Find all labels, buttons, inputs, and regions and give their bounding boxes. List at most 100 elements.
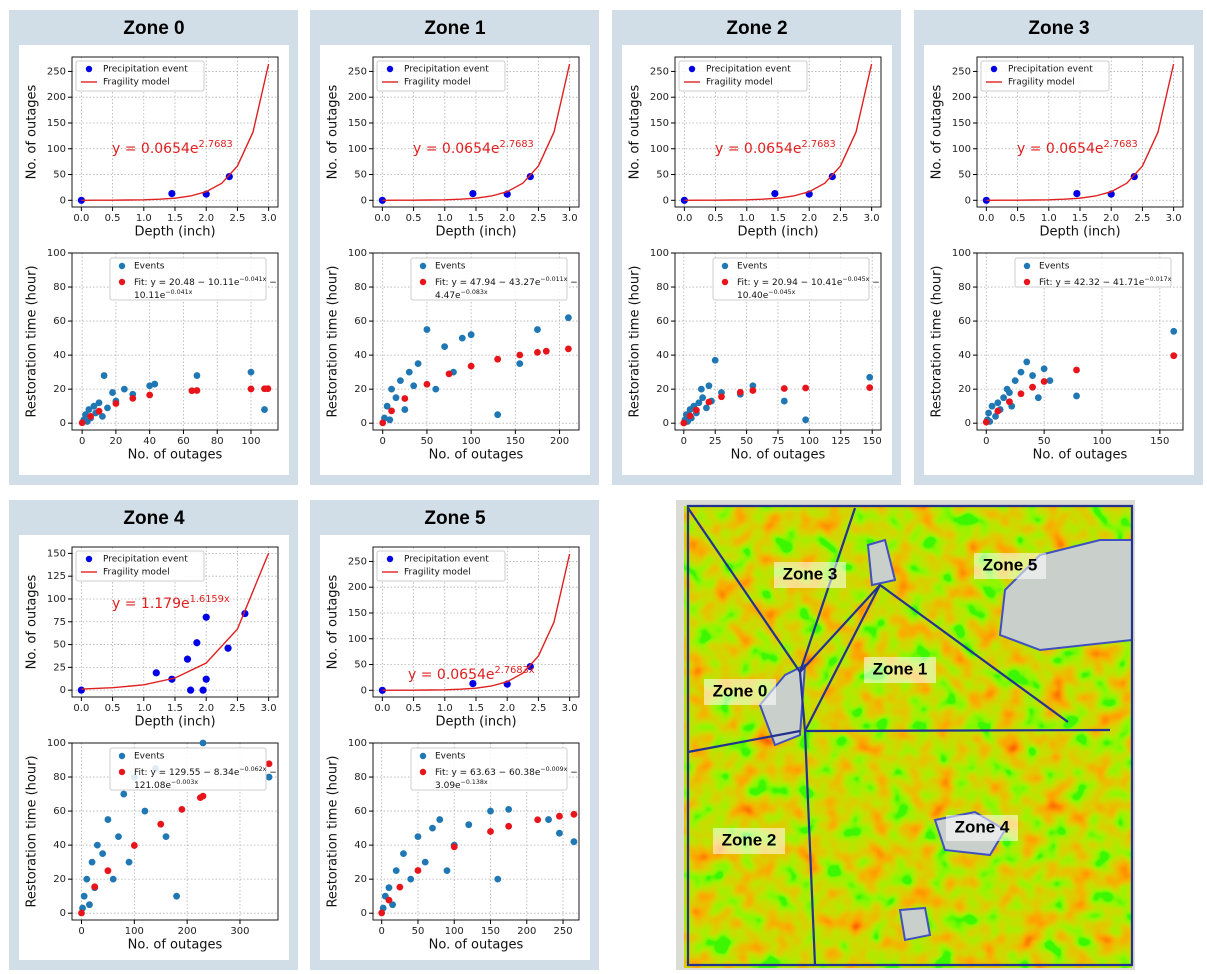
event-point xyxy=(121,386,128,393)
x-tick-label: 50 xyxy=(1038,436,1051,447)
y-tick-label: 100 xyxy=(952,144,971,155)
legend-label-part: −0.045x xyxy=(842,276,869,283)
x-tick-label: 0 xyxy=(78,926,84,937)
x-tick-label: 2.0 xyxy=(499,213,515,224)
legend-label: Events xyxy=(435,752,466,762)
y-tick-label: 20 xyxy=(53,384,66,395)
x-axis-label: Depth (inch) xyxy=(134,225,215,240)
fit-point xyxy=(157,821,164,828)
x-tick-label: 100 xyxy=(125,926,144,937)
x-tick-label: 50 xyxy=(740,436,753,447)
event-point xyxy=(494,876,501,883)
event-point xyxy=(410,382,417,389)
legend-swatch xyxy=(119,279,125,285)
y-tick-label: 50 xyxy=(354,660,367,671)
zone-panel: Zone 00.00.51.01.52.02.53.00501001502002… xyxy=(9,10,298,485)
y-tick-label: 0 xyxy=(60,908,66,919)
equation-part: y = 0.0654e xyxy=(715,141,802,157)
equation-part: 1.6159x xyxy=(190,594,230,605)
x-tick-label: 0 xyxy=(380,436,386,447)
zone-panel: Zone 10.00.51.01.52.02.53.00501001502002… xyxy=(310,10,599,485)
x-tick-label: 100 xyxy=(1092,436,1111,447)
legend-label-part: − xyxy=(869,278,879,288)
x-tick-label: 75 xyxy=(772,436,785,447)
y-tick-label: 100 xyxy=(47,144,66,155)
legend-label: Events xyxy=(134,752,165,762)
fit-point xyxy=(194,387,201,394)
fit-point xyxy=(386,897,393,904)
y-tick-label: 100 xyxy=(47,594,66,605)
x-tick-label: 80 xyxy=(211,436,224,447)
event-point xyxy=(101,372,108,379)
x-tick-label: 2.0 xyxy=(198,213,214,224)
legend-label-part: Fit: y = 20.48 − 10.11e xyxy=(134,278,240,288)
legend-swatch xyxy=(119,769,125,775)
zone-panel: Zone 30.00.51.01.52.02.53.00501001502002… xyxy=(914,10,1203,485)
event-point xyxy=(163,833,170,840)
x-tick-label: 150 xyxy=(481,926,500,937)
fit-point xyxy=(565,345,572,352)
legend-label-part: −0.041x xyxy=(165,289,192,296)
event-point xyxy=(406,369,413,376)
event-point xyxy=(388,386,395,393)
y-tick-label: 50 xyxy=(354,170,367,181)
x-axis-label: No. of outages xyxy=(429,448,524,463)
y-tick-label: 60 xyxy=(656,316,669,327)
y-tick-label: 200 xyxy=(47,92,66,103)
legend-label: Events xyxy=(134,262,165,272)
event-point xyxy=(571,838,578,845)
event-point xyxy=(153,669,160,676)
event-point xyxy=(393,867,400,874)
x-tick-label: 0.5 xyxy=(1010,213,1026,224)
event-point xyxy=(432,386,439,393)
legend-label-part: −0.009x xyxy=(540,766,567,773)
y-tick-label: 250 xyxy=(650,66,669,77)
x-tick-label: 2.5 xyxy=(1134,213,1150,224)
event-point xyxy=(429,825,436,832)
x-axis-label: Depth (inch) xyxy=(435,225,516,240)
event-point xyxy=(1023,359,1030,366)
legend-swatch xyxy=(387,66,393,72)
y-tick-label: 250 xyxy=(952,66,971,77)
fit-point xyxy=(396,884,403,891)
legend-label-part: −0.017x xyxy=(1144,276,1171,283)
y-tick-label: 0 xyxy=(361,195,367,206)
event-point xyxy=(199,687,206,694)
y-tick-label: 150 xyxy=(47,548,66,559)
event-point xyxy=(407,876,414,883)
x-tick-label: 0.0 xyxy=(374,703,390,714)
y-tick-label: 150 xyxy=(952,118,971,129)
y-tick-label: 20 xyxy=(354,874,367,885)
x-tick-label: 2.5 xyxy=(229,213,245,224)
x-tick-label: 2.0 xyxy=(198,703,214,714)
y-tick-label: 80 xyxy=(656,282,669,293)
legend-label-part: Fit: y = 129.55 − 8.34e xyxy=(134,768,240,778)
fit-point xyxy=(105,867,112,874)
legend-label: Fragility model xyxy=(404,78,471,88)
y-tick-label: 100 xyxy=(348,248,367,259)
fit-point xyxy=(494,356,501,363)
event-point xyxy=(104,404,111,411)
event-point xyxy=(1012,377,1019,384)
event-point xyxy=(468,331,475,338)
legend-swatch xyxy=(420,263,426,269)
legend-label: Fragility model xyxy=(103,78,170,88)
x-tick-label: 0.0 xyxy=(73,703,89,714)
y-tick-label: 40 xyxy=(53,840,66,851)
event-point xyxy=(424,326,431,333)
fit-point xyxy=(737,389,744,396)
event-point xyxy=(99,850,106,857)
y-tick-label: 80 xyxy=(354,282,367,293)
event-point xyxy=(86,901,93,908)
y-tick-label: 100 xyxy=(348,738,367,749)
x-tick-label: 1.0 xyxy=(1041,213,1057,224)
event-point xyxy=(184,656,191,663)
fit-point xyxy=(200,793,207,800)
fit-point xyxy=(781,385,788,392)
equation-part: y = 0.0654e xyxy=(408,667,495,683)
legend-swatch xyxy=(420,753,426,759)
fit-point xyxy=(378,910,385,917)
x-tick-label: 0.5 xyxy=(406,703,422,714)
fit-point xyxy=(388,408,395,415)
